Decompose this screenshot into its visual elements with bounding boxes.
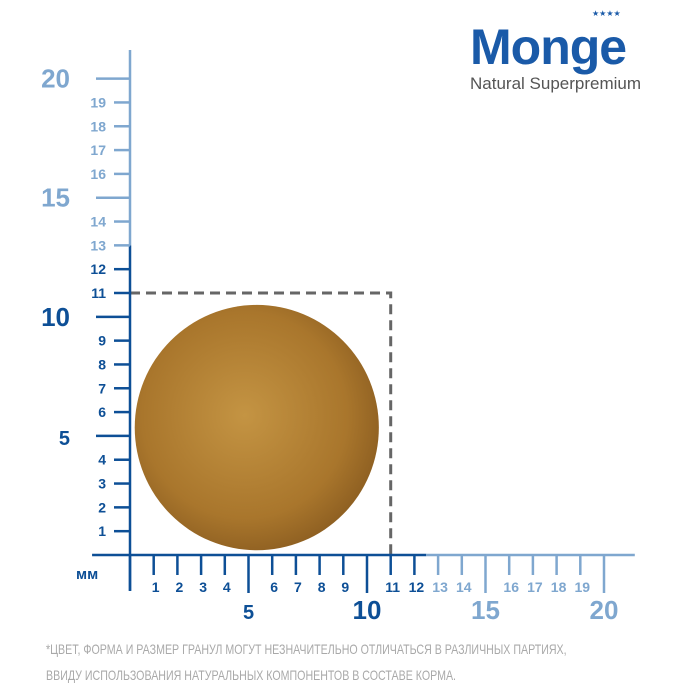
disclaimer: *ЦВЕТ, ФОРМА И РАЗМЕР ГРАНУЛ МОГУТ НЕЗНА… xyxy=(46,636,654,688)
y-tick-label: 3 xyxy=(98,476,106,492)
stars-icon: ★★★★ xyxy=(592,9,621,18)
y-tick-label: 12 xyxy=(90,261,106,277)
unit-label: мм xyxy=(76,566,99,583)
x-tick-label: 11 xyxy=(385,579,400,595)
x-tick-label: 5 xyxy=(243,602,254,624)
x-tick-label: 10 xyxy=(353,595,382,625)
y-tick-label: 18 xyxy=(90,118,106,134)
x-tick-label: 9 xyxy=(341,579,349,595)
disclaimer-line-1: *ЦВЕТ, ФОРМА И РАЗМЕР ГРАНУЛ МОГУТ НЕЗНА… xyxy=(46,641,567,657)
y-tick-label: 9 xyxy=(98,333,106,349)
x-tick-label: 13 xyxy=(432,579,448,595)
kibble-image xyxy=(134,304,379,551)
y-tick-label: 5 xyxy=(59,428,70,450)
y-tick-label: 4 xyxy=(98,452,106,468)
x-tick-label: 7 xyxy=(294,579,302,595)
brand-name: Monge xyxy=(470,19,627,75)
x-tick-label: 18 xyxy=(551,579,567,595)
x-tick-label: 14 xyxy=(456,579,472,595)
y-tick-label: 19 xyxy=(90,94,106,110)
x-tick-label: 3 xyxy=(199,579,207,595)
size-ruler: 1122334455667788991010111112121313141415… xyxy=(41,50,635,625)
monge-logo: ★★★★ Monge Natural Superpremium xyxy=(470,9,660,94)
x-tick-label: 8 xyxy=(318,579,326,595)
size-guide-dashed xyxy=(130,291,393,555)
y-tick-label: 10 xyxy=(41,302,70,332)
y-tick-label: 17 xyxy=(90,142,106,158)
x-tick-label: 1 xyxy=(152,579,160,595)
brand-tagline: Natural Superpremium xyxy=(470,74,642,93)
y-tick-label: 11 xyxy=(91,285,106,301)
y-tick-label: 14 xyxy=(90,214,106,230)
y-tick-label: 20 xyxy=(41,64,70,94)
y-tick-label: 16 xyxy=(90,166,106,182)
disclaimer-line-2: ВВИДУ ИСПОЛЬЗОВАНИЯ НАТУРАЛЬНЫХ КОМПОНЕН… xyxy=(46,667,457,683)
x-tick-label: 12 xyxy=(409,579,425,595)
y-tick-label: 15 xyxy=(41,183,70,213)
x-tick-label: 16 xyxy=(503,579,519,595)
y-tick-label: 7 xyxy=(98,380,106,396)
x-tick-label: 20 xyxy=(590,595,619,625)
x-tick-label: 15 xyxy=(471,595,500,625)
x-tick-label: 17 xyxy=(527,579,543,595)
x-tick-label: 2 xyxy=(176,579,184,595)
y-tick-label: 6 xyxy=(98,404,106,420)
x-tick-label: 19 xyxy=(575,579,591,595)
y-tick-label: 13 xyxy=(90,237,106,253)
y-tick-label: 8 xyxy=(98,356,106,372)
y-tick-label: 1 xyxy=(98,523,106,539)
x-tick-label: 6 xyxy=(270,579,278,595)
y-tick-label: 2 xyxy=(98,499,106,515)
x-tick-label: 4 xyxy=(223,579,231,595)
